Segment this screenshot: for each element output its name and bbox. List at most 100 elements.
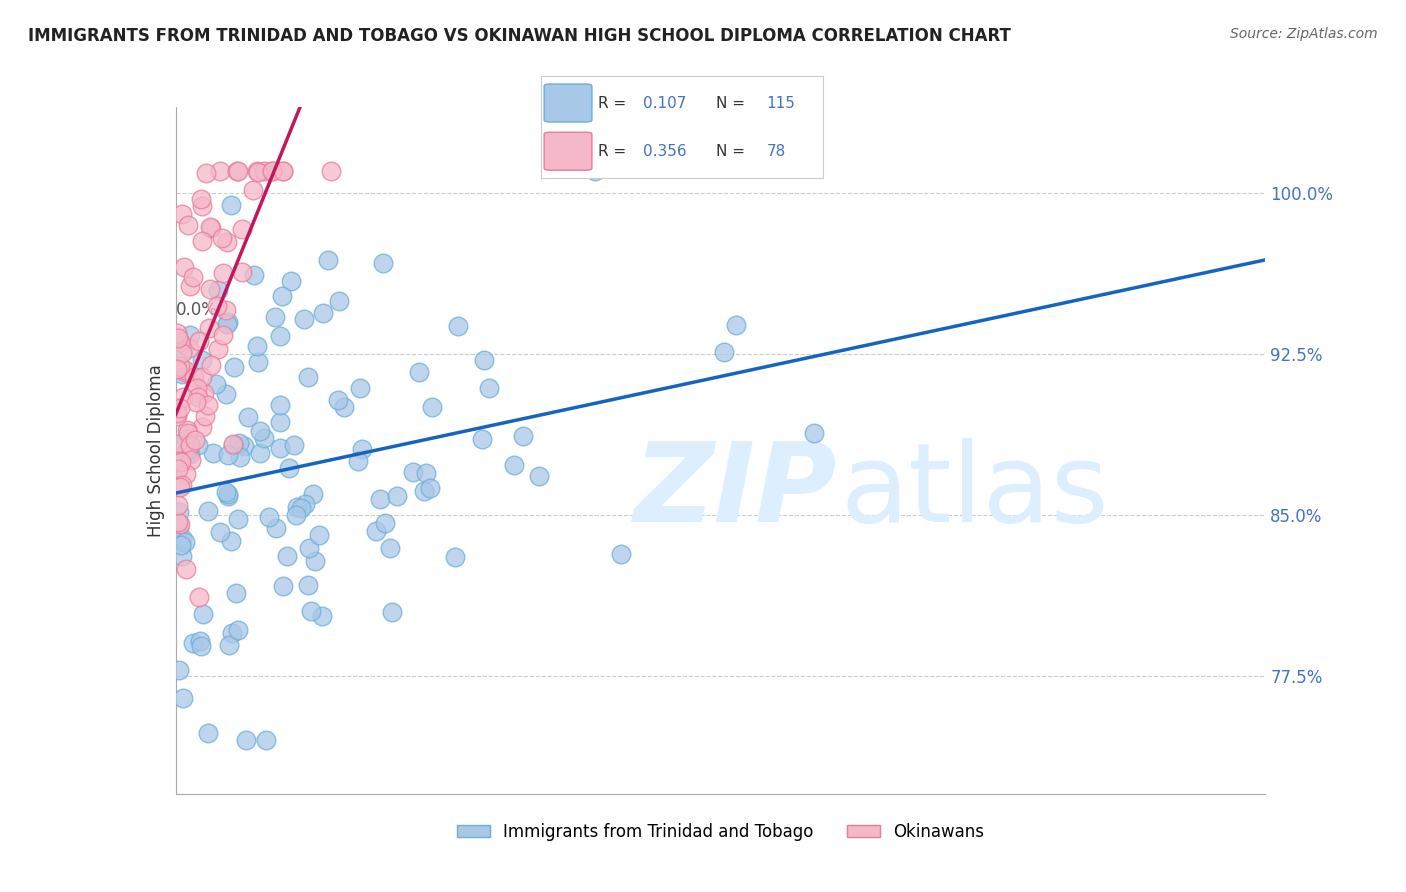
Point [172, 343, 194, 358]
Point [350, 442, 373, 457]
Point [177, 426, 200, 441]
Point [208, 525, 231, 540]
Point [290, 500, 312, 515]
Point [166, 409, 188, 424]
Text: atlas: atlas [841, 438, 1109, 545]
Text: R =: R = [598, 144, 631, 159]
Point [229, 450, 252, 465]
Point [188, 590, 211, 604]
Point [583, 164, 606, 178]
Point [297, 578, 319, 592]
Point [174, 467, 197, 482]
Point [368, 491, 391, 506]
Point [212, 328, 235, 343]
Point [169, 401, 191, 416]
Point [176, 423, 198, 437]
Point [166, 326, 188, 341]
Point [211, 266, 233, 280]
Point [177, 218, 200, 232]
Point [269, 329, 291, 343]
Point [209, 164, 232, 178]
Point [180, 452, 202, 467]
Text: IMMIGRANTS FROM TRINIDAD AND TOBAGO VS OKINAWAN HIGH SCHOOL DIPLOMA CORRELATION : IMMIGRANTS FROM TRINIDAD AND TOBAGO VS O… [28, 27, 1011, 45]
Point [187, 334, 209, 349]
Point [169, 516, 191, 531]
Point [174, 534, 197, 549]
Point [308, 528, 330, 542]
Point [222, 359, 245, 374]
Point [321, 164, 343, 178]
Point [276, 549, 298, 563]
Point [215, 235, 238, 250]
Point [172, 390, 194, 404]
Point [179, 341, 201, 355]
Point [374, 516, 396, 530]
Point [176, 562, 198, 576]
Point [191, 420, 214, 434]
Point [381, 605, 404, 619]
Point [415, 467, 437, 481]
Point [328, 392, 350, 407]
Point [188, 633, 211, 648]
Point [166, 437, 188, 451]
Point [194, 165, 217, 179]
Point [271, 289, 294, 303]
Text: 78: 78 [766, 144, 786, 159]
Point [167, 462, 190, 476]
Point [285, 500, 308, 515]
Point [169, 520, 191, 534]
Point [172, 478, 194, 492]
Point [444, 550, 467, 565]
Point [207, 342, 229, 356]
Point [420, 400, 443, 414]
Point [166, 331, 188, 345]
Point [170, 538, 193, 552]
Point [172, 367, 194, 381]
Point [419, 481, 441, 495]
Point [724, 318, 747, 332]
Point [193, 386, 215, 401]
Point [231, 265, 253, 279]
Point [294, 497, 316, 511]
Point [200, 359, 222, 373]
Point [246, 164, 269, 178]
Point [172, 691, 194, 706]
Point [179, 438, 201, 452]
Point [197, 398, 219, 412]
Point [222, 438, 245, 452]
Point [253, 164, 276, 178]
Point [173, 363, 195, 377]
Point [235, 733, 257, 747]
Point [205, 299, 228, 313]
Point [264, 310, 287, 324]
Point [187, 438, 209, 452]
Point [170, 532, 193, 546]
Point [166, 401, 188, 416]
Point [190, 639, 212, 653]
Point [297, 369, 319, 384]
Point [242, 183, 264, 197]
Point [512, 429, 534, 443]
Point [170, 549, 193, 563]
Point [302, 487, 325, 501]
Point [273, 164, 295, 178]
Point [217, 489, 239, 503]
Text: ZIP: ZIP [633, 438, 837, 545]
Point [527, 469, 550, 483]
Point [238, 410, 260, 425]
Point [243, 268, 266, 283]
Point [191, 369, 214, 384]
Point [179, 328, 201, 343]
Point [215, 485, 238, 500]
Point [198, 282, 221, 296]
Point [215, 318, 238, 332]
Text: Source: ZipAtlas.com: Source: ZipAtlas.com [1230, 27, 1378, 41]
Point [166, 515, 188, 529]
Point [183, 636, 205, 650]
Point [332, 400, 354, 414]
Point [366, 524, 388, 539]
Point [167, 498, 190, 512]
Point [228, 436, 250, 450]
Text: 115: 115 [766, 95, 796, 111]
Point [285, 508, 308, 522]
